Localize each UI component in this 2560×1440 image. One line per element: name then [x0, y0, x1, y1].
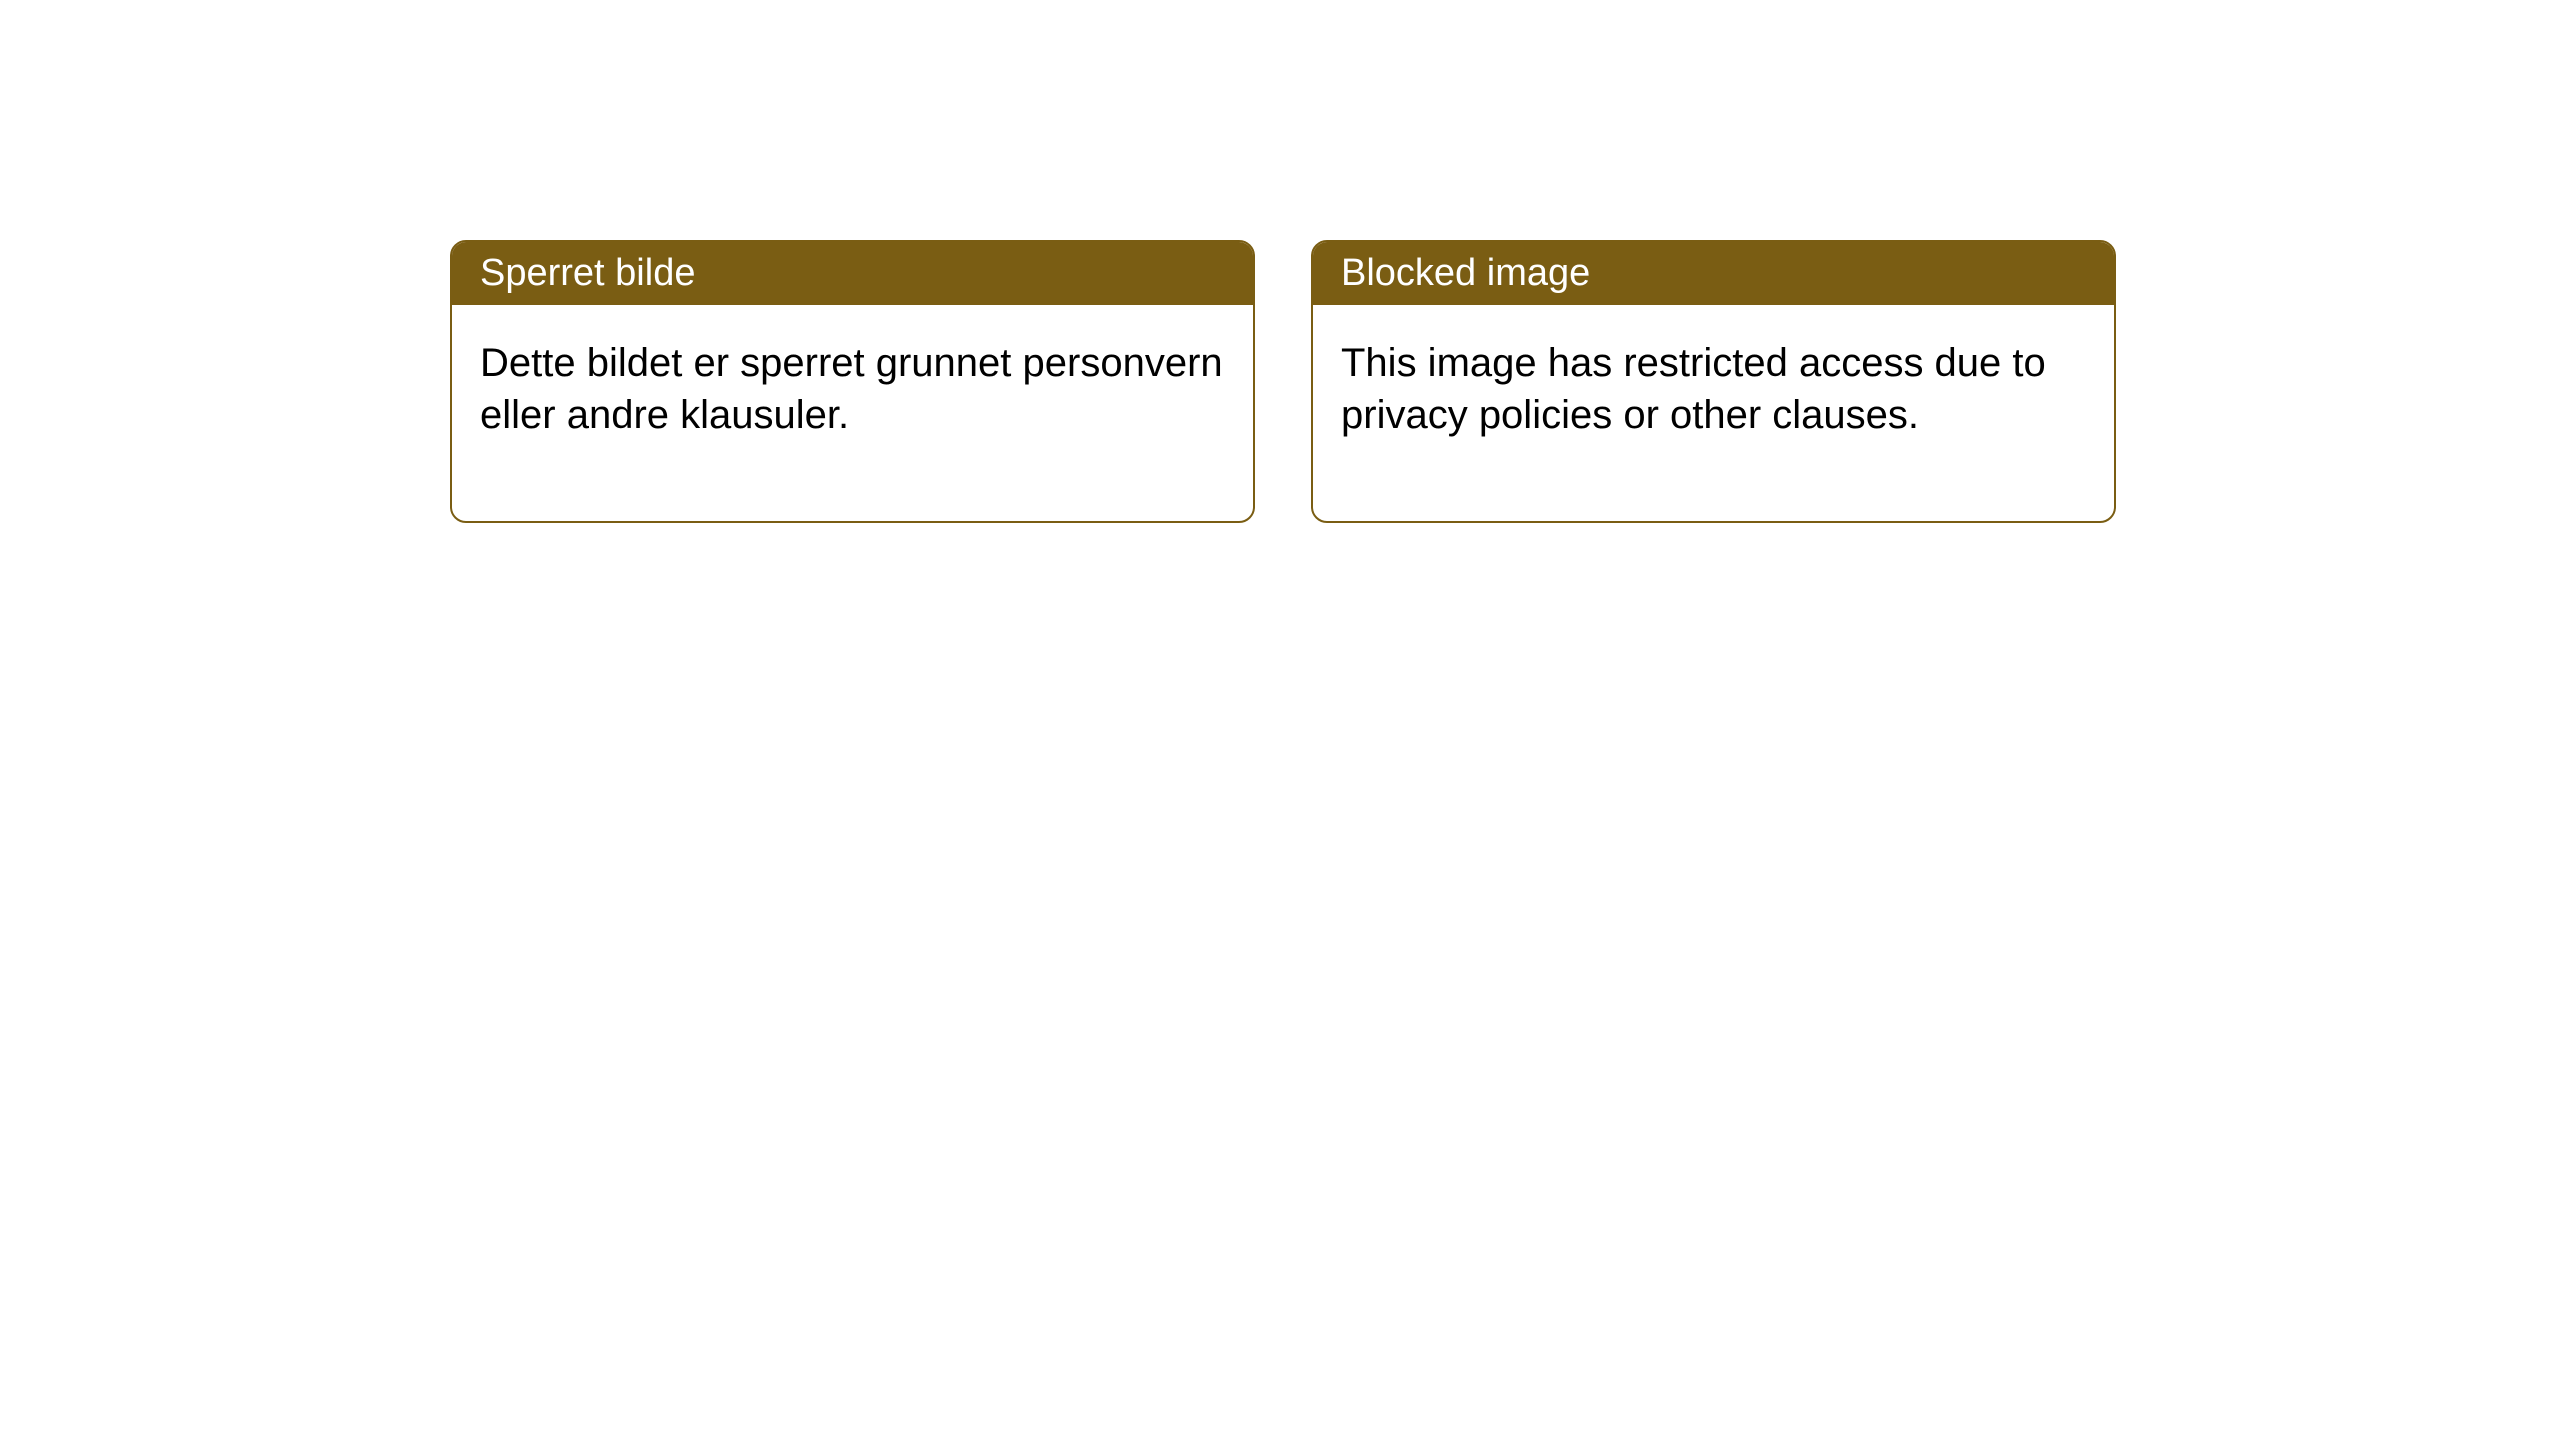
notice-body-english: This image has restricted access due to …	[1313, 305, 2114, 521]
notice-body-norwegian: Dette bildet er sperret grunnet personve…	[452, 305, 1253, 521]
notice-card-english: Blocked image This image has restricted …	[1311, 240, 2116, 523]
notice-cards-row: Sperret bilde Dette bildet er sperret gr…	[0, 0, 2560, 523]
notice-card-norwegian: Sperret bilde Dette bildet er sperret gr…	[450, 240, 1255, 523]
notice-title-norwegian: Sperret bilde	[452, 242, 1253, 305]
notice-title-english: Blocked image	[1313, 242, 2114, 305]
